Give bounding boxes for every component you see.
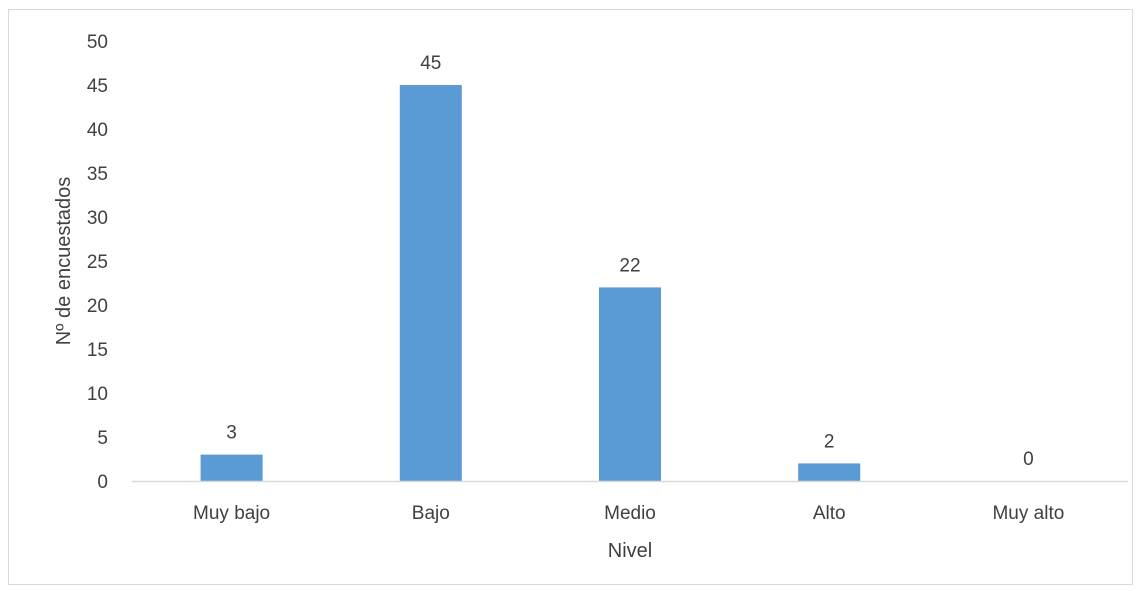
y-axis-title: Nº de encuestados [53, 177, 75, 346]
x-category-label: Muy alto [992, 503, 1064, 524]
y-tick-label: 5 [97, 428, 108, 449]
data-label: 45 [420, 53, 441, 74]
y-axis-ticks: 0 5 10 15 20 25 30 35 40 45 50 [87, 32, 108, 493]
bars [200, 85, 861, 481]
y-tick-label: 20 [87, 296, 108, 317]
x-category-label: Muy bajo [193, 503, 270, 524]
data-label: 3 [226, 423, 237, 444]
x-axis-categories: Muy bajo Bajo Medio Alto Muy alto [193, 503, 1064, 524]
y-tick-label: 45 [87, 76, 108, 97]
y-tick-label: 15 [87, 340, 108, 361]
data-label: 22 [619, 255, 640, 276]
data-label: 0 [1023, 449, 1034, 470]
y-tick-label: 50 [87, 32, 108, 53]
bar [200, 454, 263, 481]
y-tick-label: 30 [87, 208, 108, 229]
x-axis-title: Nivel [608, 540, 652, 562]
y-tick-label: 40 [87, 120, 108, 141]
bar [798, 463, 861, 481]
y-tick-label: 0 [97, 472, 108, 493]
chart-frame [8, 9, 1133, 585]
bar [399, 85, 462, 481]
data-label: 2 [824, 431, 835, 452]
x-category-label: Alto [813, 503, 846, 524]
y-tick-label: 10 [87, 384, 108, 405]
bar [599, 287, 661, 481]
x-category-label: Bajo [412, 503, 450, 524]
y-tick-label: 35 [87, 164, 108, 185]
x-category-label: Medio [604, 503, 656, 524]
y-tick-label: 25 [87, 252, 108, 273]
